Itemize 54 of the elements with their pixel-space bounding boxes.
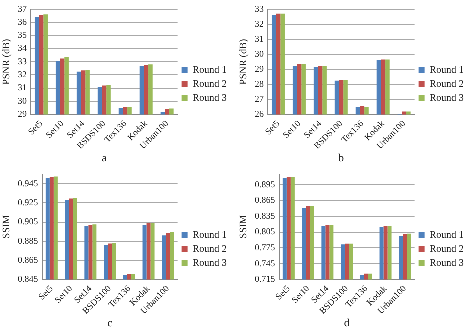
x-tick-label: Set5	[263, 118, 282, 137]
y-tick-label: 32	[18, 70, 27, 80]
y-tick-label: 37	[18, 4, 28, 14]
y-tick-label: 30	[18, 96, 28, 106]
x-tick-label: Set5	[26, 118, 45, 137]
y-tick-label: 0.865	[255, 195, 276, 206]
legend-label: Round 3	[430, 93, 464, 104]
y-tick-label: 27	[255, 94, 264, 104]
y-tick-label: 36	[18, 16, 28, 27]
x-axis-title: a	[102, 152, 107, 164]
y-tick-label: 0.925	[18, 197, 39, 208]
y-tick-label: 31	[255, 34, 264, 44]
y-tick-label: 28	[255, 78, 264, 89]
y-axis-title: PSNR (dB)	[238, 39, 250, 85]
y-tick-label: 0.835	[255, 210, 276, 221]
x-axis-title: c	[108, 317, 113, 330]
legend-label: Round 3	[192, 258, 227, 270]
y-tick-label: 0.945	[18, 178, 39, 188]
legend-label: Round 1	[192, 230, 227, 242]
y-tick-label: 0.745	[255, 258, 276, 268]
legend-label: Round 2	[192, 244, 227, 256]
legend-label: Round 3	[430, 258, 464, 270]
x-tick-label: Set5	[36, 283, 56, 302]
y-tick-label: 29	[255, 64, 264, 74]
y-tick-label: 0.905	[18, 216, 39, 227]
y-tick-label: 0.865	[18, 254, 39, 265]
y-tick-label: 30	[255, 48, 264, 59]
y-axis-title: PSNR (dB)	[2, 39, 13, 85]
legend-label: Round 3	[192, 93, 227, 104]
legend-label: Round 1	[192, 65, 227, 76]
y-tick-label: 0.885	[18, 236, 39, 246]
legend-label: Round 2	[430, 79, 464, 90]
legend-label: Round 1	[430, 65, 464, 76]
y-tick-label: 33	[255, 4, 264, 14]
y-tick-label: 0.895	[255, 179, 276, 190]
y-tick-label: 0.845	[18, 274, 39, 284]
y-axis-title: SSIM	[2, 215, 13, 239]
x-axis-title: b	[338, 152, 345, 164]
y-tick-label: 0.775	[255, 242, 276, 252]
legend-label: Round 1	[430, 230, 464, 242]
y-tick-label: 29	[18, 109, 28, 120]
y-tick-label: 35	[18, 30, 28, 40]
x-tick-label: Set5	[274, 283, 292, 302]
y-axis-title: SSIM	[238, 215, 250, 239]
y-tick-label: 31	[18, 82, 27, 93]
y-tick-label: 32	[255, 18, 264, 29]
y-tick-label: 0.715	[255, 274, 276, 284]
x-axis-title: d	[344, 317, 350, 330]
legend-label: Round 2	[192, 79, 227, 90]
y-tick-label: 33	[18, 56, 28, 66]
legend-label: Round 2	[430, 244, 464, 256]
y-tick-label: 26	[255, 109, 264, 120]
y-tick-label: 0.805	[255, 226, 276, 237]
y-tick-label: 34	[18, 43, 28, 54]
